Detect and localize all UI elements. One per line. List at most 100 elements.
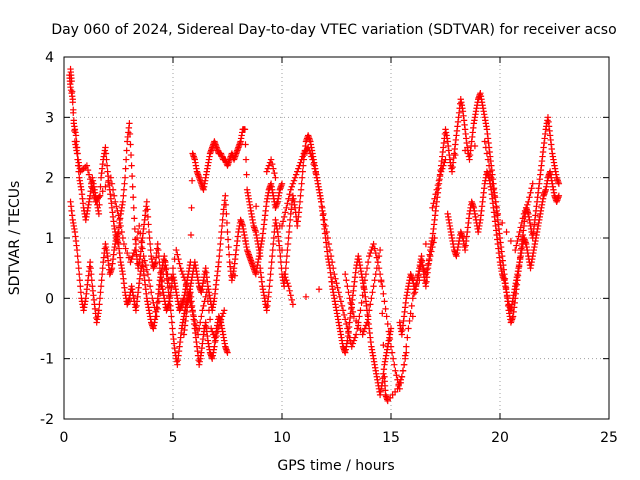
data-point-scatter-extra xyxy=(343,277,350,284)
data-point-scatter-extra xyxy=(526,194,533,201)
data-point-scatter-extra xyxy=(267,156,275,163)
data-point-track-4 xyxy=(284,240,292,248)
data-point-scatter-extra xyxy=(527,189,534,196)
data-point-track-5 xyxy=(388,349,396,356)
data-point-scatter-extra xyxy=(430,200,437,207)
data-point-scatter-extra xyxy=(181,277,189,284)
data-point-track-1 xyxy=(155,246,162,254)
data-point-track-3 xyxy=(217,234,225,242)
data-point-scatter-extra xyxy=(88,180,95,187)
data-point-track-5 xyxy=(312,169,319,177)
data-point-scatter-extra xyxy=(77,168,84,175)
data-point-track-3 xyxy=(223,210,230,218)
data-point-scatter-extra xyxy=(110,192,118,199)
data-point-scatter-extra xyxy=(83,162,91,169)
data-point-track-3 xyxy=(224,228,231,236)
data-point-track-4 xyxy=(285,234,292,242)
data-point-track-5 xyxy=(391,361,398,368)
data-point-scatter-extra xyxy=(119,234,127,242)
data-point-scatter-extra xyxy=(104,178,112,186)
data-point-track-4 xyxy=(282,264,290,272)
data-point-scatter-extra xyxy=(377,278,385,285)
data-point-track-5 xyxy=(363,264,371,272)
data-point-track-4 xyxy=(267,264,275,272)
data-point-scatter-extra xyxy=(373,264,381,272)
data-point-track-5 xyxy=(360,284,367,291)
data-point-track-6 xyxy=(555,180,563,187)
y-tick-label: 2 xyxy=(45,171,54,187)
data-point-scatter-extra xyxy=(361,325,369,332)
data-point-scatter-extra xyxy=(272,174,279,181)
data-point-scatter-extra xyxy=(212,337,219,344)
data-point-track-5 xyxy=(326,246,334,254)
data-point-track-4 xyxy=(296,204,303,212)
data-point-scatter-extra xyxy=(471,142,479,150)
data-point-scatter-extra xyxy=(507,237,515,245)
data-point-scatter-extra xyxy=(84,166,92,174)
data-point-scatter-extra xyxy=(395,382,402,390)
data-point-track-3 xyxy=(216,252,223,260)
data-point-scatter-extra xyxy=(194,331,202,338)
data-point-track-1 xyxy=(154,240,161,248)
data-point-track-5 xyxy=(403,343,410,350)
data-point-track-2 xyxy=(75,264,82,272)
data-point-track-5 xyxy=(334,284,341,291)
data-point-track-1 xyxy=(146,240,154,248)
data-point-track-5 xyxy=(343,320,350,328)
data-point-scatter-extra xyxy=(89,185,96,192)
data-point-scatter-extra xyxy=(270,165,277,172)
data-point-track-5 xyxy=(286,191,293,198)
data-point-scatter-extra xyxy=(86,175,94,183)
x-tick-label: 5 xyxy=(169,430,178,446)
data-point-track-5 xyxy=(279,218,287,225)
data-point-scatter-extra xyxy=(372,271,379,278)
data-point-track-5 xyxy=(285,195,292,202)
data-point-track-5 xyxy=(315,186,323,193)
data-point-track-5 xyxy=(327,252,335,260)
data-point-track-2 xyxy=(77,289,85,296)
data-point-scatter-extra xyxy=(217,316,225,323)
data-point-scatter-extra xyxy=(271,169,278,177)
data-point-scatter-extra xyxy=(116,216,123,224)
data-point-track-4 xyxy=(284,246,291,254)
data-point-scatter-extra xyxy=(113,203,120,210)
data-point-track-5 xyxy=(348,343,355,350)
data-point-track-1 xyxy=(243,171,250,178)
data-point-scatter-extra xyxy=(124,249,131,257)
data-point-track-5 xyxy=(359,292,366,299)
data-point-scatter-extra xyxy=(376,246,384,254)
data-point-scatter-extra xyxy=(164,271,171,278)
data-point-scatter-extra xyxy=(136,222,143,230)
data-point-scatter-extra xyxy=(516,228,523,236)
data-point-scatter-extra xyxy=(437,168,445,175)
data-point-track-5 xyxy=(371,245,378,252)
data-point-scatter-extra xyxy=(198,313,205,320)
data-point-track-5 xyxy=(316,192,324,199)
y-tick-label: -2 xyxy=(40,412,54,428)
data-point-scatter-extra xyxy=(189,308,196,316)
data-point-scatter-extra xyxy=(264,165,272,172)
data-point-track-3 xyxy=(218,228,225,236)
data-point-scatter-extra xyxy=(491,192,498,199)
data-point-track-2 xyxy=(77,283,84,290)
data-point-track-2 xyxy=(169,325,176,332)
data-point-track-1 xyxy=(103,162,111,169)
data-point-scatter-extra xyxy=(481,138,488,145)
data-point-scatter-extra xyxy=(352,317,360,325)
data-point-scatter-extra xyxy=(357,326,364,334)
data-point-track-3 xyxy=(219,216,226,224)
data-point-scatter-extra xyxy=(429,204,436,212)
y-tick-label: 3 xyxy=(45,110,54,126)
data-point-scatter-extra xyxy=(439,165,446,172)
data-point-scatter-extra xyxy=(442,156,449,163)
data-point-track-5 xyxy=(307,150,314,157)
data-point-scatter-extra xyxy=(242,237,249,245)
data-point-scatter-extra xyxy=(80,165,87,172)
data-point-track-1 xyxy=(103,156,110,163)
data-point-scatter-extra xyxy=(142,261,149,269)
data-point-track-5 xyxy=(313,174,321,181)
data-point-scatter-extra xyxy=(154,305,161,313)
data-point-scatter-extra xyxy=(342,271,349,278)
data-point-scatter-extra xyxy=(209,328,216,335)
data-point-scatter-extra xyxy=(278,246,286,254)
